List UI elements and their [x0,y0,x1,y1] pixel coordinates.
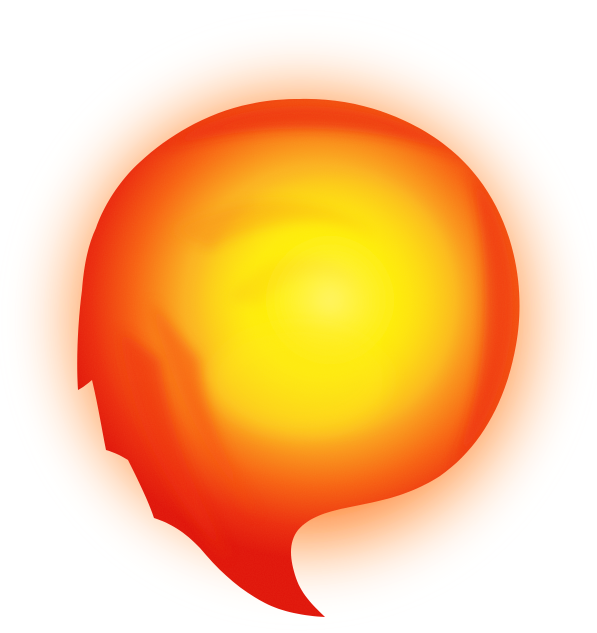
fireball-scene [15,25,585,618]
fireball-icon [15,25,585,618]
